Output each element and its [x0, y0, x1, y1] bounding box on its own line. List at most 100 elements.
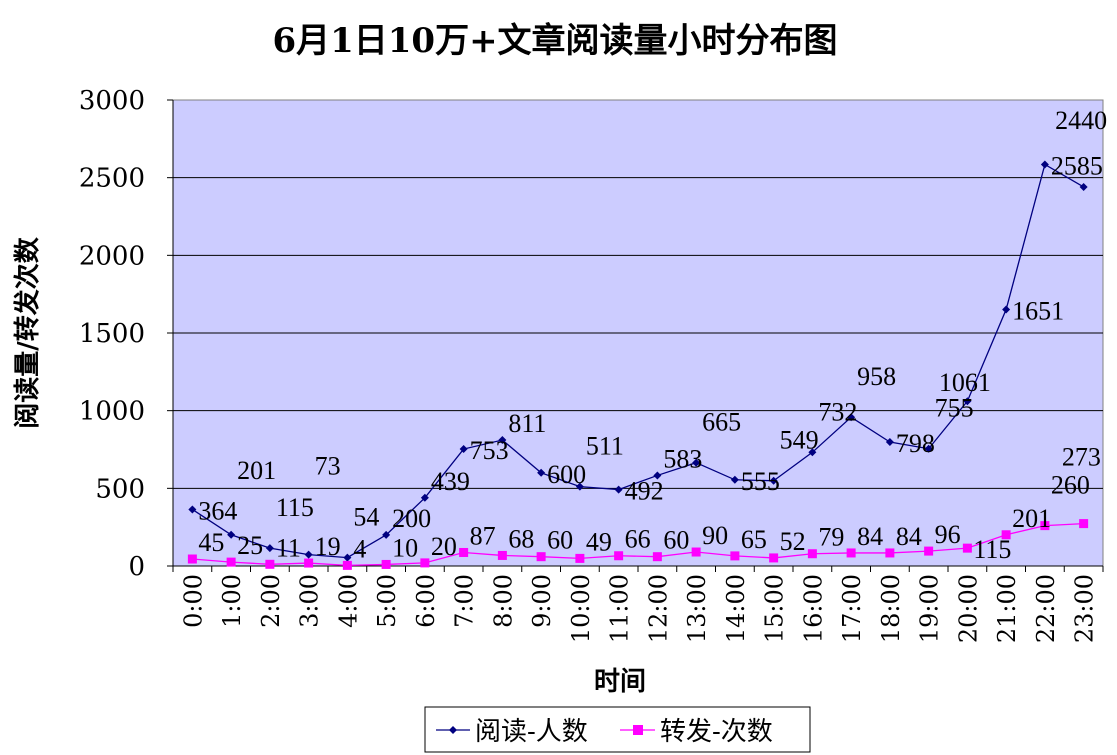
- data-label-shares: 19: [315, 532, 341, 561]
- data-point: [381, 559, 391, 569]
- x-tick-label: 16:00: [799, 574, 827, 643]
- data-point: [847, 413, 856, 422]
- x-tick-label: 3:00: [296, 574, 324, 628]
- data-label-reads: 753: [470, 436, 509, 465]
- x-tick-label: 4:00: [334, 574, 362, 628]
- data-label-shares: 60: [547, 526, 573, 555]
- data-label-shares: 49: [586, 527, 612, 556]
- data-label-shares: 11: [276, 533, 301, 562]
- data-point: [807, 549, 817, 559]
- data-point: [614, 485, 623, 494]
- data-label-reads: 811: [508, 409, 546, 438]
- y-tick-label: 500: [95, 474, 145, 504]
- data-label-shares: 65: [741, 525, 767, 554]
- y-axis-title: 阅读量/转发次数: [12, 236, 43, 428]
- data-point: [537, 468, 546, 477]
- x-tick-label: 9:00: [528, 574, 556, 628]
- data-point: [265, 559, 275, 569]
- x-tick-label: 13:00: [683, 574, 711, 643]
- data-point: [924, 546, 934, 556]
- data-point: [653, 471, 662, 480]
- data-point: [459, 547, 469, 557]
- y-tick-label: 3000: [79, 86, 145, 116]
- data-label-reads: 364: [198, 496, 237, 525]
- data-point: [575, 553, 585, 563]
- data-point: [808, 448, 817, 457]
- x-tick-label: 21:00: [993, 574, 1021, 643]
- y-tick-label: 2500: [79, 164, 145, 194]
- data-label-shares: 4: [353, 534, 366, 563]
- data-label-shares: 60: [663, 526, 689, 555]
- x-tick-label: 15:00: [761, 574, 789, 643]
- series-line: [192, 163, 1084, 559]
- data-label-reads: 600: [547, 460, 586, 489]
- x-tick-label: 11:00: [606, 574, 634, 643]
- data-point: [420, 493, 429, 502]
- data-point: [691, 547, 701, 557]
- x-tick-label: 6:00: [412, 574, 440, 628]
- data-point: [304, 558, 314, 568]
- data-point: [769, 553, 779, 563]
- data-point: [227, 530, 236, 539]
- data-point: [382, 530, 391, 539]
- y-tick-label: 1500: [79, 319, 145, 349]
- data-point: [226, 557, 236, 567]
- x-tick-label: 2:00: [257, 574, 285, 628]
- x-tick-label: 18:00: [877, 574, 905, 643]
- data-label-shares: 66: [625, 525, 651, 554]
- data-label-shares: 20: [431, 532, 457, 561]
- data-label-shares: 115: [973, 535, 1011, 564]
- data-point: [1079, 182, 1088, 191]
- data-label-shares: 96: [935, 520, 961, 549]
- data-label-shares: 25: [237, 531, 263, 560]
- data-label-reads: 555: [741, 467, 780, 496]
- data-label-reads: 2585: [1051, 151, 1103, 180]
- x-tick-label: 1:00: [218, 574, 246, 628]
- data-label-reads: 755: [935, 394, 974, 423]
- data-point: [304, 550, 313, 559]
- legend: 阅读-人数 转发-次数: [424, 706, 811, 753]
- data-label-reads: 201: [237, 456, 276, 485]
- data-point: [924, 444, 933, 453]
- data-label-reads: 732: [818, 397, 857, 426]
- data-label-shares: 260: [1051, 471, 1090, 500]
- data-label-shares: 84: [896, 522, 922, 551]
- data-point: [498, 436, 507, 445]
- data-label-shares: 52: [780, 527, 806, 556]
- data-point: [1002, 305, 1011, 314]
- x-tick-label: 0:00: [179, 574, 207, 628]
- data-point: [188, 505, 197, 514]
- chart-title: 6月1日10万+文章阅读量小时分布图: [272, 21, 837, 61]
- x-tick-label: 12:00: [644, 574, 672, 643]
- data-label-shares: 45: [198, 528, 224, 557]
- legend-marker-square: [633, 725, 643, 735]
- legend-label-shares: 转发-次数: [660, 717, 773, 747]
- data-point: [846, 548, 856, 558]
- x-tick-label: 22:00: [1032, 574, 1060, 643]
- data-label-shares: 79: [818, 523, 844, 552]
- y-tick-label: 2000: [79, 241, 145, 271]
- data-label-shares: 201: [1012, 504, 1051, 533]
- data-label-shares: 273: [1062, 443, 1101, 472]
- x-tick-label: 5:00: [373, 574, 401, 628]
- data-point: [614, 551, 624, 561]
- data-label-reads: 1061: [939, 368, 991, 397]
- data-point: [343, 553, 352, 562]
- series-shares: [187, 519, 1089, 570]
- data-label-shares: 84: [857, 522, 883, 551]
- data-label-shares: 90: [702, 521, 728, 550]
- data-label-shares: 68: [508, 524, 534, 553]
- data-label-reads: 200: [392, 504, 431, 533]
- x-tick-label: 20:00: [954, 574, 982, 643]
- x-tick-label: 17:00: [838, 574, 866, 643]
- data-label-reads: 583: [663, 444, 702, 473]
- data-label-reads: 73: [315, 452, 341, 481]
- data-point: [420, 558, 430, 568]
- data-point: [769, 476, 778, 485]
- data-point: [730, 551, 740, 561]
- data-point: [575, 482, 584, 491]
- y-tick-label: 1000: [79, 397, 145, 427]
- data-point: [1079, 519, 1089, 529]
- data-label-reads: 2440: [1055, 106, 1107, 135]
- data-point: [497, 550, 507, 560]
